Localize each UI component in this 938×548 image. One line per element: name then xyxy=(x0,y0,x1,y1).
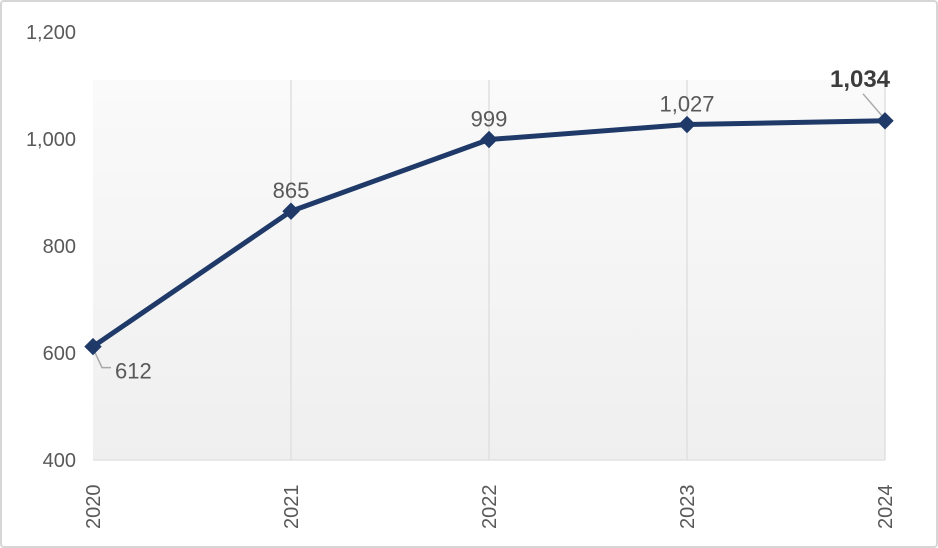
y-tick-label: 800 xyxy=(43,236,76,258)
leader-lines xyxy=(94,93,883,369)
x-tick-label: 2021 xyxy=(281,485,303,530)
x-tick-label: 2023 xyxy=(677,485,699,530)
y-tick-label: 400 xyxy=(43,450,76,472)
x-tick-label: 2024 xyxy=(875,485,897,530)
x-tick-label: 2020 xyxy=(83,485,105,530)
y-axis-labels: 400 600 800 1,000 1,200 xyxy=(26,22,76,472)
x-tick-label: 2022 xyxy=(479,485,501,530)
leader-line-last xyxy=(862,93,883,117)
point-label: 1,027 xyxy=(659,92,714,117)
point-label: 999 xyxy=(471,107,508,132)
y-tick-label: 600 xyxy=(43,343,76,365)
data-point-marker xyxy=(678,115,696,134)
leader-line-first xyxy=(94,352,111,369)
x-axis-labels: 2020 2021 2022 2023 2024 xyxy=(83,485,897,530)
point-label: 612 xyxy=(115,359,152,384)
data-point-markers xyxy=(84,112,894,356)
y-tick-label: 1,200 xyxy=(26,22,76,44)
y-tick-label: 1,000 xyxy=(26,129,76,151)
point-labels: 612 865 999 1,027 1,034 xyxy=(115,66,891,384)
point-label: 865 xyxy=(273,178,310,203)
point-label-emphasized: 1,034 xyxy=(830,66,891,93)
data-point-marker xyxy=(876,112,894,130)
data-point-marker xyxy=(282,202,300,220)
data-point-marker xyxy=(84,337,102,356)
data-point-marker xyxy=(480,130,498,149)
